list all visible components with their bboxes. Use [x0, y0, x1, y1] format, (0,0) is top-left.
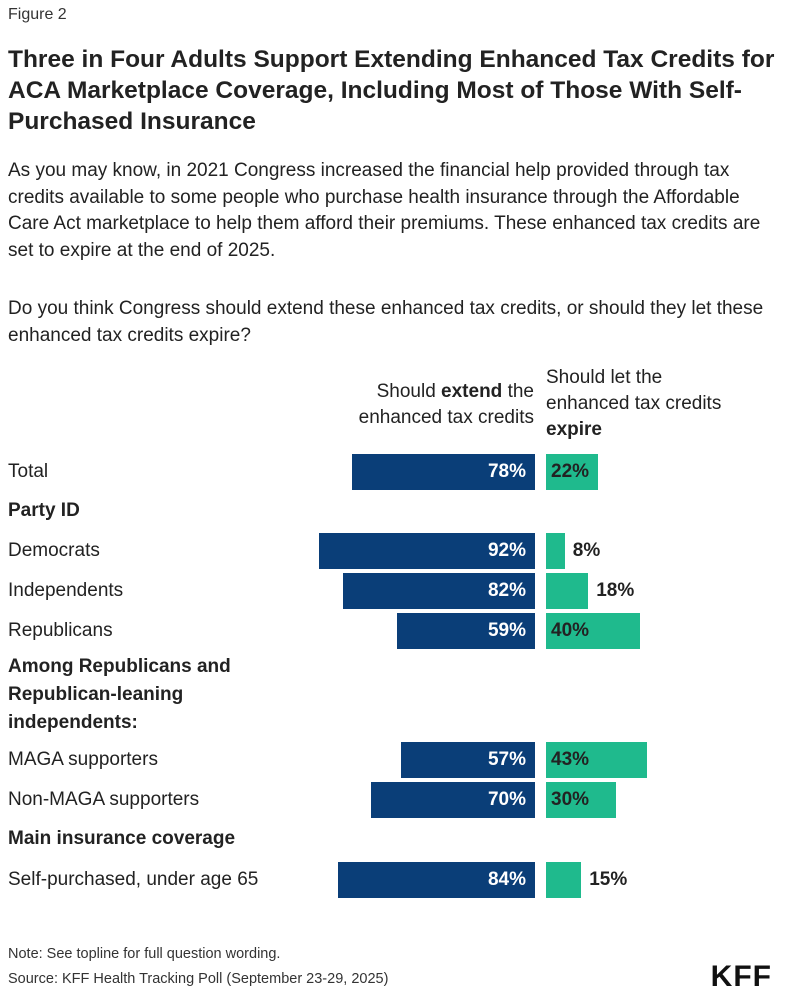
row-label: Republicans	[8, 620, 113, 641]
row-label: Independents	[8, 580, 124, 601]
row-label: Democrats	[8, 540, 100, 561]
legend-extend-pre: Should	[376, 381, 442, 402]
value-label-extend: 78%	[487, 461, 526, 482]
legend-extend-post: the	[502, 381, 534, 402]
bar-extend	[370, 782, 535, 818]
value-label-expire: 18%	[596, 580, 635, 601]
bar-expire	[546, 533, 565, 569]
legend-expire-bold: expire	[546, 419, 602, 440]
chart-title: Three in Four Adults Support Extending E…	[8, 46, 775, 135]
value-label-expire: 43%	[551, 749, 590, 770]
survey-question: Do you think Congress should extend thes…	[8, 298, 764, 346]
value-label-expire: 22%	[551, 461, 590, 482]
bar-expire	[546, 782, 617, 818]
bar-expire	[546, 573, 589, 609]
group-label: Main insurance coverage	[8, 828, 236, 849]
chart-note: Note: See topline for full question word…	[8, 946, 281, 962]
bar-expire	[546, 454, 598, 490]
legend-extend-header: Should extend the enhanced tax credits	[274, 379, 534, 431]
value-label-expire: 15%	[589, 869, 628, 890]
row-label: Self-purchased, under age 65	[8, 869, 259, 890]
chart-subtitle: As you may know, in 2021 Congress increa…	[8, 160, 761, 261]
bar-expire	[546, 613, 640, 649]
legend-expire-line1: Should let the	[546, 367, 663, 388]
value-label-extend: 70%	[487, 789, 526, 810]
row-label: MAGA supporters	[8, 749, 158, 770]
bar-extend	[319, 533, 535, 569]
bar-extend	[351, 454, 535, 490]
figure-label: Figure 2	[8, 6, 67, 23]
group-label: Party ID	[8, 500, 80, 521]
value-label-extend: 82%	[487, 580, 526, 601]
legend-extend-line2: enhanced tax credits	[358, 407, 534, 428]
kff-logo: KFF	[710, 960, 772, 993]
chart-source: Source: KFF Health Tracking Poll (Septem…	[8, 971, 389, 987]
group-label: Among Republicans and Republican-leaning…	[8, 656, 231, 733]
value-label-extend: 59%	[487, 620, 526, 641]
value-label-expire: 40%	[551, 620, 590, 641]
bar-extend	[401, 742, 535, 778]
value-label-extend: 92%	[487, 540, 526, 561]
bar-extend	[342, 573, 535, 609]
value-label-extend: 57%	[487, 749, 526, 770]
legend-expire-header: Should let the enhanced tax credits expi…	[546, 365, 776, 443]
legend-extend-bold: extend	[441, 381, 503, 402]
value-label-expire: 8%	[572, 540, 601, 561]
value-label-expire: 30%	[551, 789, 590, 810]
row-label: Total	[8, 461, 49, 482]
bar-expire	[546, 742, 647, 778]
bar-extend	[337, 862, 535, 898]
bar-extend	[396, 613, 535, 649]
row-label: Non-MAGA supporters	[8, 789, 200, 810]
bar-expire	[546, 862, 582, 898]
legend-expire-line2: enhanced tax credits	[546, 393, 722, 414]
value-label-extend: 84%	[487, 869, 526, 890]
